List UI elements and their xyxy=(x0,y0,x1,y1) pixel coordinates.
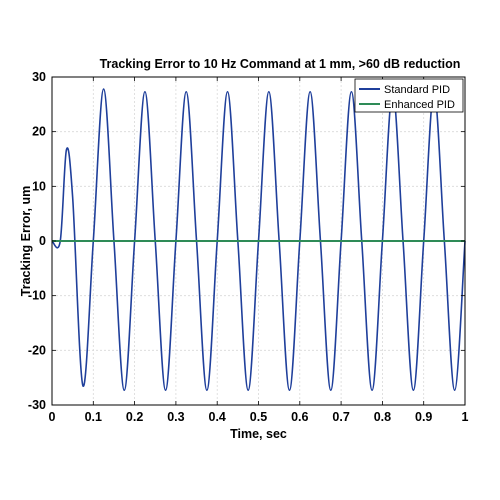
y-tick-label: 20 xyxy=(32,125,46,139)
x-tick-label: 0.8 xyxy=(374,410,391,424)
legend: Standard PID Enhanced PID xyxy=(354,78,464,113)
x-tick-label: 0.6 xyxy=(291,410,308,424)
x-tick-label: 0.5 xyxy=(250,410,267,424)
y-tick-label: -20 xyxy=(28,343,46,357)
axis-ticks: 0 0.1 0.2 0.3 0.4 0.5 0.6 0.7 0.8 0.9 1 30 20 10 0 -10 -… xyxy=(28,70,469,424)
x-tick-label: 0.2 xyxy=(126,410,143,424)
legend-box xyxy=(354,78,464,113)
y-tick-label: 0 xyxy=(39,234,46,248)
x-tick-label: 0.7 xyxy=(332,410,349,424)
x-tick-label: 1 xyxy=(462,410,469,424)
x-tick-label: 0.1 xyxy=(85,410,102,424)
legend-label-enhanced-pid: Enhanced PID xyxy=(384,99,455,111)
x-tick-label: 0.9 xyxy=(415,410,432,424)
y-tick-label: 10 xyxy=(32,179,46,193)
legend-label-standard-pid: Standard PID xyxy=(384,84,450,96)
y-tick-label: -30 xyxy=(28,398,46,412)
y-tick-label: 30 xyxy=(32,70,46,84)
x-axis-label: Time, sec xyxy=(230,427,287,441)
x-tick-label: 0.4 xyxy=(209,410,226,424)
y-tick-label: -10 xyxy=(28,289,46,303)
chart-title: Tracking Error to 10 Hz Command at 1 mm,… xyxy=(100,57,461,71)
x-tick-label: 0.3 xyxy=(167,410,184,424)
x-tick-label: 0 xyxy=(49,410,56,424)
y-axis-label: Tracking Error, um xyxy=(19,186,33,296)
